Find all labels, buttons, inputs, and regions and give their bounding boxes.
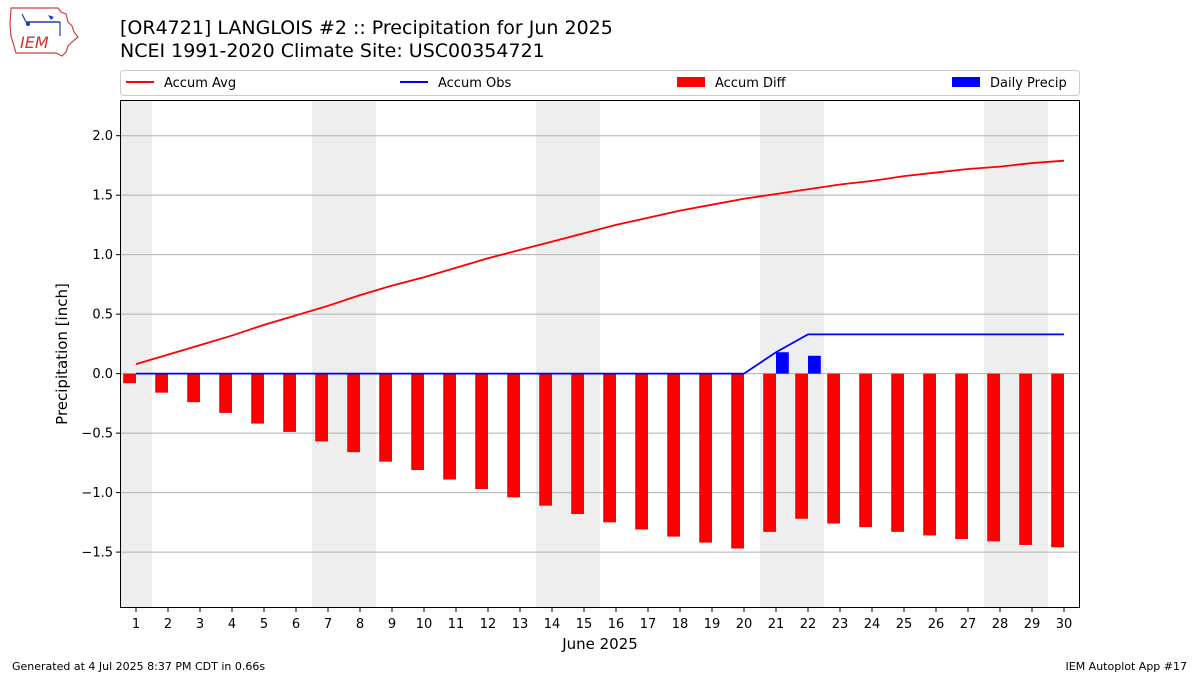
y-tick-label: −1.5	[81, 546, 113, 561]
x-axis-label: June 2025	[561, 635, 638, 653]
accum-diff-bar	[763, 373, 776, 532]
legend-swatch-daily-precip	[952, 77, 980, 87]
footer-generated-text: Generated at 4 Jul 2025 8:37 PM CDT in 0…	[12, 660, 266, 673]
accum-diff-bar	[123, 373, 136, 384]
x-tick-label: 22	[800, 617, 817, 632]
accum-diff-bar	[539, 373, 552, 506]
x-tick-label: 16	[608, 617, 625, 632]
legend: Accum Avg Accum Obs Accum Diff Daily Precip	[120, 70, 1080, 96]
x-tick-label: 23	[832, 617, 849, 632]
weekend-shade	[536, 100, 600, 608]
accum-obs-line	[136, 333, 1064, 375]
accum-diff-bar	[1019, 373, 1032, 545]
accum-diff-bar	[699, 373, 712, 543]
x-tick-label: 27	[960, 617, 977, 632]
x-tick-label: 11	[448, 617, 465, 632]
x-tick-label: 7	[324, 617, 332, 632]
x-tick-label: 1	[132, 617, 140, 632]
accum-diff-bar	[923, 373, 936, 536]
accum-diff-bar	[315, 373, 328, 442]
iem-logo-text: IEM	[20, 33, 49, 52]
accum-diff-bar	[443, 373, 456, 480]
x-tick-label: 9	[388, 617, 396, 632]
accum-diff-bar	[283, 373, 296, 432]
x-tick-label: 5	[260, 617, 268, 632]
accum-diff-bar	[411, 373, 424, 470]
accum-diff-bar	[603, 373, 616, 523]
x-tick-label: 24	[864, 617, 881, 632]
accum-diff-bar	[475, 373, 488, 490]
daily-precip-bar	[808, 355, 821, 374]
accum-diff-bar	[987, 373, 1000, 542]
accum-diff-bar	[955, 373, 968, 539]
accum-diff-bar	[251, 373, 264, 424]
x-tick-label: 8	[356, 617, 364, 632]
legend-swatch-accum-diff	[677, 77, 705, 87]
legend-label: Accum Avg	[164, 76, 236, 91]
legend-box	[120, 70, 1080, 96]
x-tick-label: 29	[1024, 617, 1041, 632]
accum-diff-bar	[155, 373, 168, 393]
accum-diff-bar	[219, 373, 232, 413]
x-tick-label: 6	[292, 617, 300, 632]
accum-diff-bar	[891, 373, 904, 532]
x-tick-label: 4	[228, 617, 236, 632]
x-tick-label: 13	[512, 617, 529, 632]
accum-diff-bar	[795, 373, 808, 519]
accum-avg-line	[135, 159, 1065, 365]
chart-title: [OR4721] LANGLOIS #2 :: Precipitation fo…	[120, 17, 613, 39]
x-tick-label: 18	[672, 617, 689, 632]
legend-label: Accum Diff	[715, 76, 787, 91]
y-tick-label: 0.0	[92, 367, 113, 382]
accum-diff-bar	[731, 373, 744, 549]
x-tick-label: 21	[768, 617, 785, 632]
accum-diff-bar	[507, 373, 520, 498]
y-tick-label: 1.0	[92, 248, 113, 263]
x-tick-label: 2	[164, 617, 172, 632]
iem-logo: IEM	[9, 7, 79, 57]
accum-diff-bar	[667, 373, 680, 537]
x-tick-label: 10	[416, 617, 433, 632]
x-tick-label: 19	[704, 617, 721, 632]
weekend-shade	[120, 100, 152, 608]
y-tick-label: −1.0	[81, 486, 113, 501]
accum-diff-bar	[859, 373, 872, 528]
x-tick-label: 28	[992, 617, 1009, 632]
chart-subtitle: NCEI 1991-2020 Climate Site: USC00354721	[120, 40, 545, 62]
y-tick-label: 1.5	[92, 189, 113, 204]
x-tick-label: 17	[640, 617, 657, 632]
accum-diff-bar	[827, 373, 840, 524]
plot-frame	[120, 100, 1080, 608]
y-axis-label: Precipitation [inch]	[53, 283, 71, 425]
x-tick-label: 15	[576, 617, 593, 632]
legend-label: Accum Obs	[438, 76, 511, 91]
x-tick-label: 20	[736, 617, 753, 632]
y-tick-label: 2.0	[92, 129, 113, 144]
footer-app-label: IEM Autoplot App #17	[1065, 660, 1188, 673]
accum-diff-bar	[187, 373, 200, 403]
x-tick-label: 30	[1056, 617, 1073, 632]
accum-diff-bar	[571, 373, 584, 515]
weekend-shade	[312, 100, 376, 608]
accum-diff-bar	[379, 373, 392, 462]
x-tick-label: 14	[544, 617, 561, 632]
x-tick-label: 26	[928, 617, 945, 632]
daily-precip-bar	[776, 352, 789, 374]
x-tick-label: 3	[196, 617, 204, 632]
legend-label: Daily Precip	[990, 76, 1067, 91]
y-tick-label: 0.5	[92, 308, 113, 323]
accum-diff-bar	[635, 373, 648, 530]
x-tick-label: 25	[896, 617, 913, 632]
y-tick-label: −0.5	[81, 427, 113, 442]
accum-diff-bar	[1051, 373, 1064, 548]
x-tick-label: 12	[480, 617, 497, 632]
accum-diff-bar	[347, 373, 360, 453]
